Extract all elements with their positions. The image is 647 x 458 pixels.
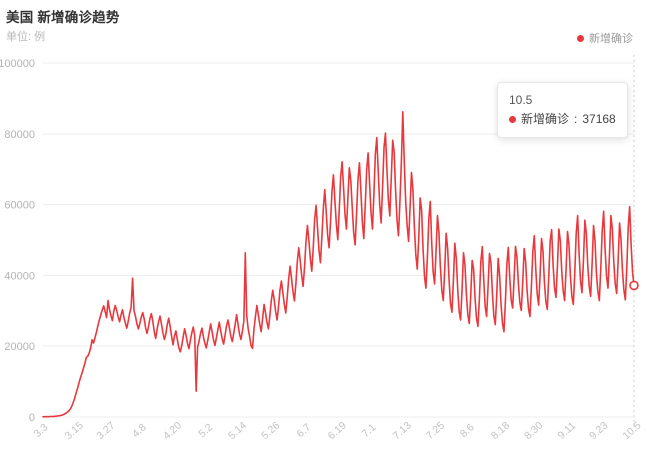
highlight-marker-icon <box>629 280 639 291</box>
x-tick-label: 3.15 <box>63 419 86 442</box>
chart-legend[interactable]: 新增确诊 <box>577 30 633 46</box>
x-tick-label: 9.23 <box>587 419 610 442</box>
y-tick-label: 60000 <box>4 200 35 212</box>
x-tick-label: 5.26 <box>259 419 282 442</box>
x-tick-label: 6.7 <box>295 421 314 440</box>
tooltip-series-label: 新增确诊 <box>521 112 570 126</box>
legend-item-label: 新增确诊 <box>589 33 633 45</box>
y-tick-label: 80000 <box>4 129 35 141</box>
y-tick-label: 40000 <box>4 270 35 282</box>
series-line-group <box>42 111 635 418</box>
tooltip-separator: : <box>574 112 578 126</box>
x-tick-label: 4.20 <box>161 419 184 442</box>
chart-tooltip: 10.5 新增确诊 : 37168 <box>497 82 628 138</box>
x-tick-label: 9.11 <box>556 420 579 442</box>
tooltip-series-row: 新增确诊 : 37168 <box>509 110 616 128</box>
highlight-point-marker <box>629 280 639 291</box>
x-tick-label: 5.2 <box>196 421 215 440</box>
tooltip-value: 37168 <box>582 112 616 126</box>
legend-dot-icon <box>577 34 584 42</box>
y-axis-tick-labels: 0 20000 40000 60000 80000 100000 <box>0 58 35 424</box>
x-tick-label: 5.14 <box>226 419 249 442</box>
x-tick-label: 3.3 <box>32 421 51 440</box>
chart-title: 美国 新增确诊趋势 <box>6 10 120 25</box>
x-axis-tick-labels: 3.3 3.15 3.27 4.8 4.20 5.2 5.14 5.26 6.7 6.19 7.1 7… <box>32 419 644 442</box>
y-tick-label: 0 <box>29 412 35 424</box>
tooltip-dot-icon <box>509 115 516 123</box>
x-tick-label: 8.18 <box>489 419 512 442</box>
x-tick-label: 6.19 <box>326 419 349 442</box>
tooltip-title: 10.5 <box>509 93 533 107</box>
chart-subtitle: 单位: 例 <box>6 31 46 43</box>
y-tick-label: 20000 <box>4 341 35 353</box>
series-line <box>42 111 635 418</box>
x-tick-label: 10.5 <box>620 419 643 442</box>
x-tick-label: 8.6 <box>458 421 477 440</box>
x-tick-label: 7.13 <box>391 419 414 442</box>
x-tick-label: 4.8 <box>130 421 149 440</box>
x-tick-label: 7.1 <box>360 421 379 440</box>
y-tick-label: 100000 <box>0 58 35 70</box>
x-tick-label: 7.25 <box>424 419 447 442</box>
x-tick-label: 8.30 <box>522 419 545 442</box>
x-tick-label: 3.27 <box>94 419 117 442</box>
